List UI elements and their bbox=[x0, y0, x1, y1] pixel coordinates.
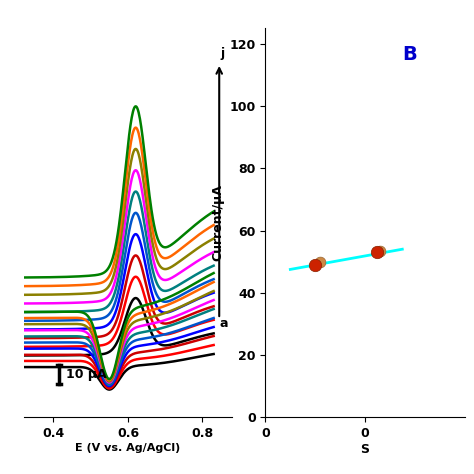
Y-axis label: Current/μA: Current/μA bbox=[211, 184, 224, 261]
Text: B: B bbox=[402, 45, 417, 64]
Text: 10 μA: 10 μA bbox=[66, 368, 106, 381]
Point bbox=[317, 258, 324, 265]
Text: j: j bbox=[220, 47, 224, 60]
X-axis label: S: S bbox=[361, 443, 369, 456]
Point bbox=[374, 248, 381, 256]
Text: a: a bbox=[220, 317, 228, 330]
Point bbox=[376, 247, 384, 255]
Point bbox=[311, 261, 319, 269]
X-axis label: E (V vs. Ag/AgCl): E (V vs. Ag/AgCl) bbox=[75, 443, 181, 453]
